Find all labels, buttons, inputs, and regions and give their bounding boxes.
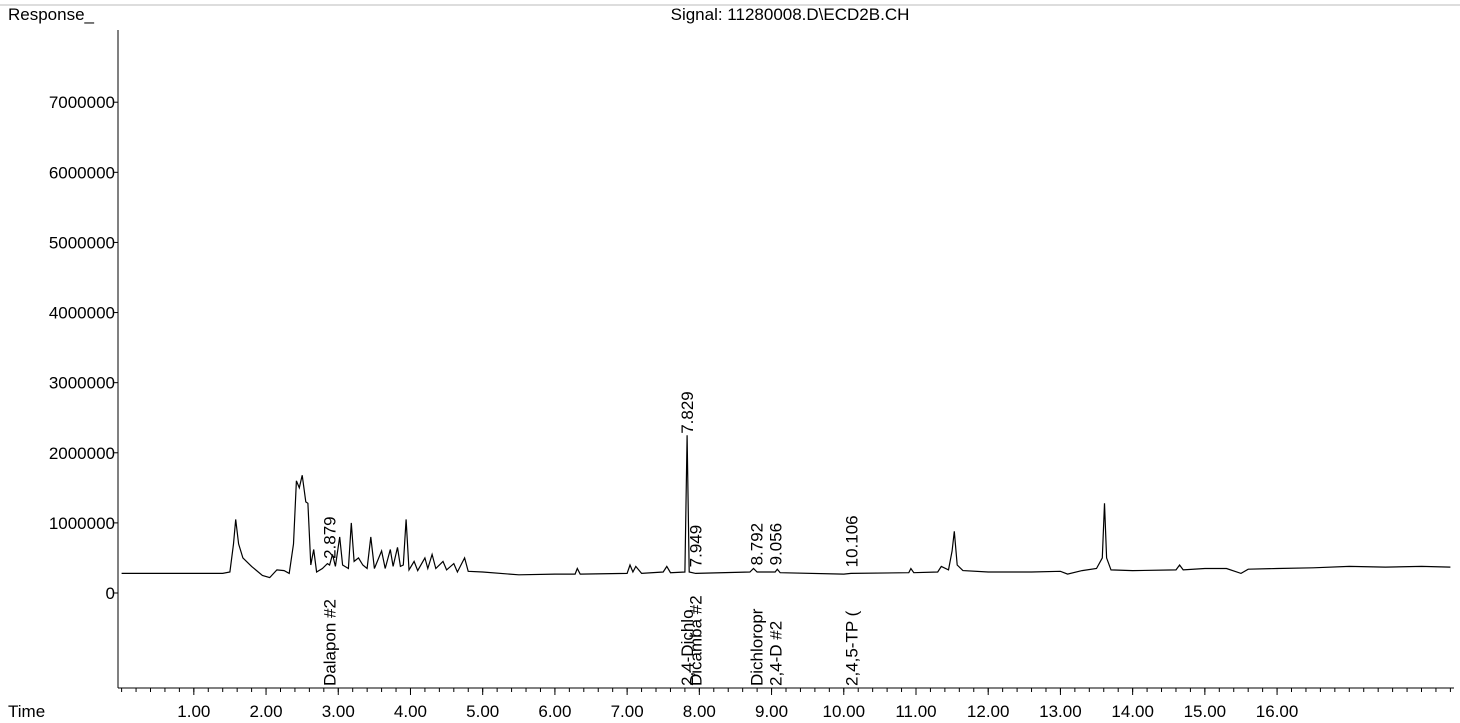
- top-x-tick-label: 16.00: [1256, 0, 1299, 2]
- top-x-tick-label: 14.00: [1111, 0, 1154, 2]
- peak-time-label: 10.106: [842, 515, 861, 567]
- x-tick-label: 12.00: [967, 702, 1010, 721]
- y-tick-label: 4000000: [49, 304, 115, 323]
- compound-label: 2,4-Dichlo: [678, 609, 697, 686]
- y-tick-label: 2000000: [49, 444, 115, 463]
- top-x-tick-label: 3.00: [322, 0, 355, 2]
- x-tick-label: 14.00: [1111, 702, 1154, 721]
- y-tick-label: 5000000: [49, 233, 115, 252]
- x-tick-label: 10.00: [822, 702, 865, 721]
- x-tick-label: 1.00: [177, 702, 210, 721]
- top-x-tick-label: 7.00: [611, 0, 644, 2]
- y-tick-label: 7000000: [49, 93, 115, 112]
- top-x-tick-label: 9.00: [755, 0, 788, 2]
- x-tick-label: 13.00: [1039, 702, 1082, 721]
- x-tick-label: 15.00: [1184, 702, 1227, 721]
- y-tick-label: 1000000: [49, 514, 115, 533]
- y-tick-label: 0: [106, 584, 115, 603]
- x-tick-label: 8.00: [683, 702, 716, 721]
- x-axis-label: Time: [8, 702, 45, 721]
- compound-label: 2,4-D #2: [767, 621, 786, 686]
- top-x-tick-label: 5.00: [466, 0, 499, 2]
- top-x-tick-label: 8.00: [683, 0, 716, 2]
- peak-time-label: 9.056: [767, 523, 786, 566]
- x-tick-label: 2.00: [249, 702, 282, 721]
- peak-time-label: 2.879: [321, 516, 340, 559]
- top-x-tick-label: 10.00: [822, 0, 865, 2]
- y-tick-label: 3000000: [49, 374, 115, 393]
- compound-label: Dalapon #2: [321, 599, 340, 686]
- y-tick-label: 6000000: [49, 163, 115, 182]
- x-tick-label: 5.00: [466, 702, 499, 721]
- signal-trace: [121, 435, 1451, 579]
- x-tick-label: 6.00: [538, 702, 571, 721]
- compound-label: Dicamba #2: [687, 595, 706, 686]
- top-x-label: Time: [8, 0, 45, 2]
- top-x-tick-label: 12.00: [967, 0, 1010, 2]
- top-x-tick-label: 1.00: [177, 0, 210, 2]
- top-x-tick-label: 15.00: [1184, 0, 1227, 2]
- compound-label: Dichloropr: [748, 608, 767, 686]
- x-tick-label: 16.00: [1256, 702, 1299, 721]
- peak-time-label: 7.829: [678, 391, 697, 434]
- x-tick-label: 7.00: [611, 702, 644, 721]
- chart-title: Signal: 11280008.D\ECD2B.CH: [671, 5, 910, 24]
- top-x-tick-label: 13.00: [1039, 0, 1082, 2]
- x-tick-label: 11.00: [895, 702, 936, 721]
- x-tick-label: 4.00: [394, 702, 427, 721]
- peak-time-label: 7.949: [687, 525, 706, 568]
- x-tick-label: 9.00: [755, 702, 788, 721]
- y-axis-label: Response_: [8, 5, 95, 24]
- top-x-tick-label: 6.00: [538, 0, 571, 2]
- compound-label: 2,4,5-TP (: [842, 610, 861, 686]
- peak-time-label: 8.792: [748, 523, 767, 566]
- x-tick-label: 3.00: [322, 702, 355, 721]
- top-x-tick-label: 2.00: [249, 0, 282, 2]
- top-x-tick-label: 4.00: [394, 0, 427, 2]
- top-x-tick-label: 11.00: [895, 0, 936, 2]
